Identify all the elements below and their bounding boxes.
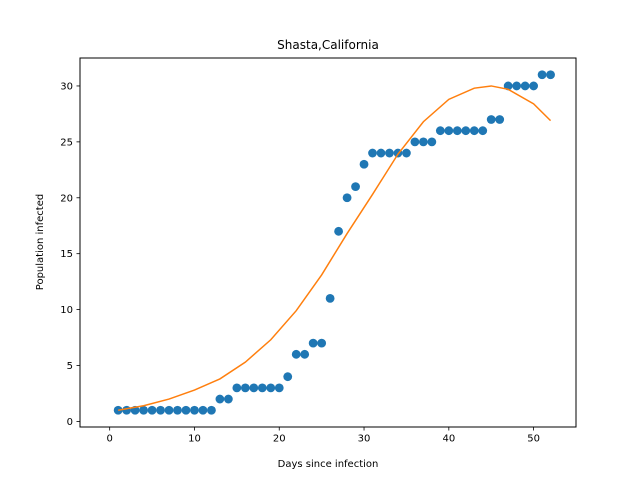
data-point — [122, 405, 132, 415]
data-point — [351, 182, 360, 191]
data-point — [385, 148, 394, 158]
data-point — [486, 115, 496, 124]
data-point — [249, 383, 259, 393]
data-point — [325, 294, 335, 303]
data-point — [317, 338, 327, 348]
axes-frame — [79, 57, 577, 428]
data-point — [198, 405, 208, 415]
data-point — [334, 226, 343, 236]
data-point — [520, 81, 530, 91]
x-tick-label: 20 — [273, 434, 286, 445]
data-point — [240, 383, 250, 393]
x-tick-label: 30 — [358, 434, 371, 445]
data-point — [537, 70, 547, 80]
data-point — [173, 405, 182, 415]
y-tick-label: 30 — [60, 81, 73, 92]
data-point — [376, 148, 386, 158]
data-point — [546, 70, 555, 80]
y-tick-label: 15 — [60, 249, 73, 260]
y-tick-label: 10 — [60, 305, 73, 316]
data-point — [223, 394, 233, 404]
data-point — [274, 383, 284, 393]
y-axis-label: Population infected — [35, 194, 46, 290]
data-point — [478, 126, 488, 136]
x-tick-label: 10 — [188, 434, 201, 445]
data-point — [435, 126, 445, 136]
data-point — [147, 405, 157, 415]
data-point — [156, 405, 165, 415]
data-point — [291, 349, 301, 359]
data-point — [418, 137, 428, 147]
y-tick-label: 0 — [67, 417, 73, 428]
x-tick-label: 40 — [442, 434, 455, 445]
data-point — [444, 126, 454, 136]
data-point — [257, 383, 267, 393]
x-axis: 0 10 20 30 40 50 — [106, 427, 540, 445]
plot-area — [113, 70, 555, 415]
data-point — [402, 148, 411, 158]
data-point — [512, 81, 522, 91]
y-tick-label: 25 — [60, 137, 73, 148]
data-point — [342, 193, 352, 203]
x-axis-label: Days since infection — [278, 459, 379, 470]
data-point — [164, 405, 174, 415]
data-point — [207, 405, 216, 415]
data-point — [308, 338, 318, 348]
data-point — [181, 405, 191, 415]
data-point — [232, 383, 242, 393]
data-point — [469, 126, 479, 136]
data-point — [266, 383, 276, 393]
data-point — [410, 137, 420, 147]
scatter-series — [113, 70, 555, 415]
data-point — [529, 81, 539, 91]
y-tick-label: 5 — [67, 361, 73, 372]
data-point — [427, 137, 437, 147]
data-point — [300, 349, 310, 359]
data-point — [495, 115, 505, 124]
data-point — [139, 405, 148, 415]
data-point — [368, 148, 377, 158]
fit-line — [118, 85, 552, 411]
data-point — [359, 159, 369, 169]
data-point — [190, 405, 199, 415]
x-tick-label: 50 — [527, 434, 540, 445]
y-axis: 0 5 10 15 20 25 30 — [60, 81, 80, 428]
data-point — [283, 372, 293, 382]
data-point — [461, 126, 471, 136]
data-point — [215, 394, 225, 404]
x-tick-label: 0 — [106, 434, 112, 445]
data-point — [452, 126, 462, 136]
y-tick-label: 20 — [60, 193, 73, 204]
chart-title: Shasta,California — [277, 38, 379, 52]
